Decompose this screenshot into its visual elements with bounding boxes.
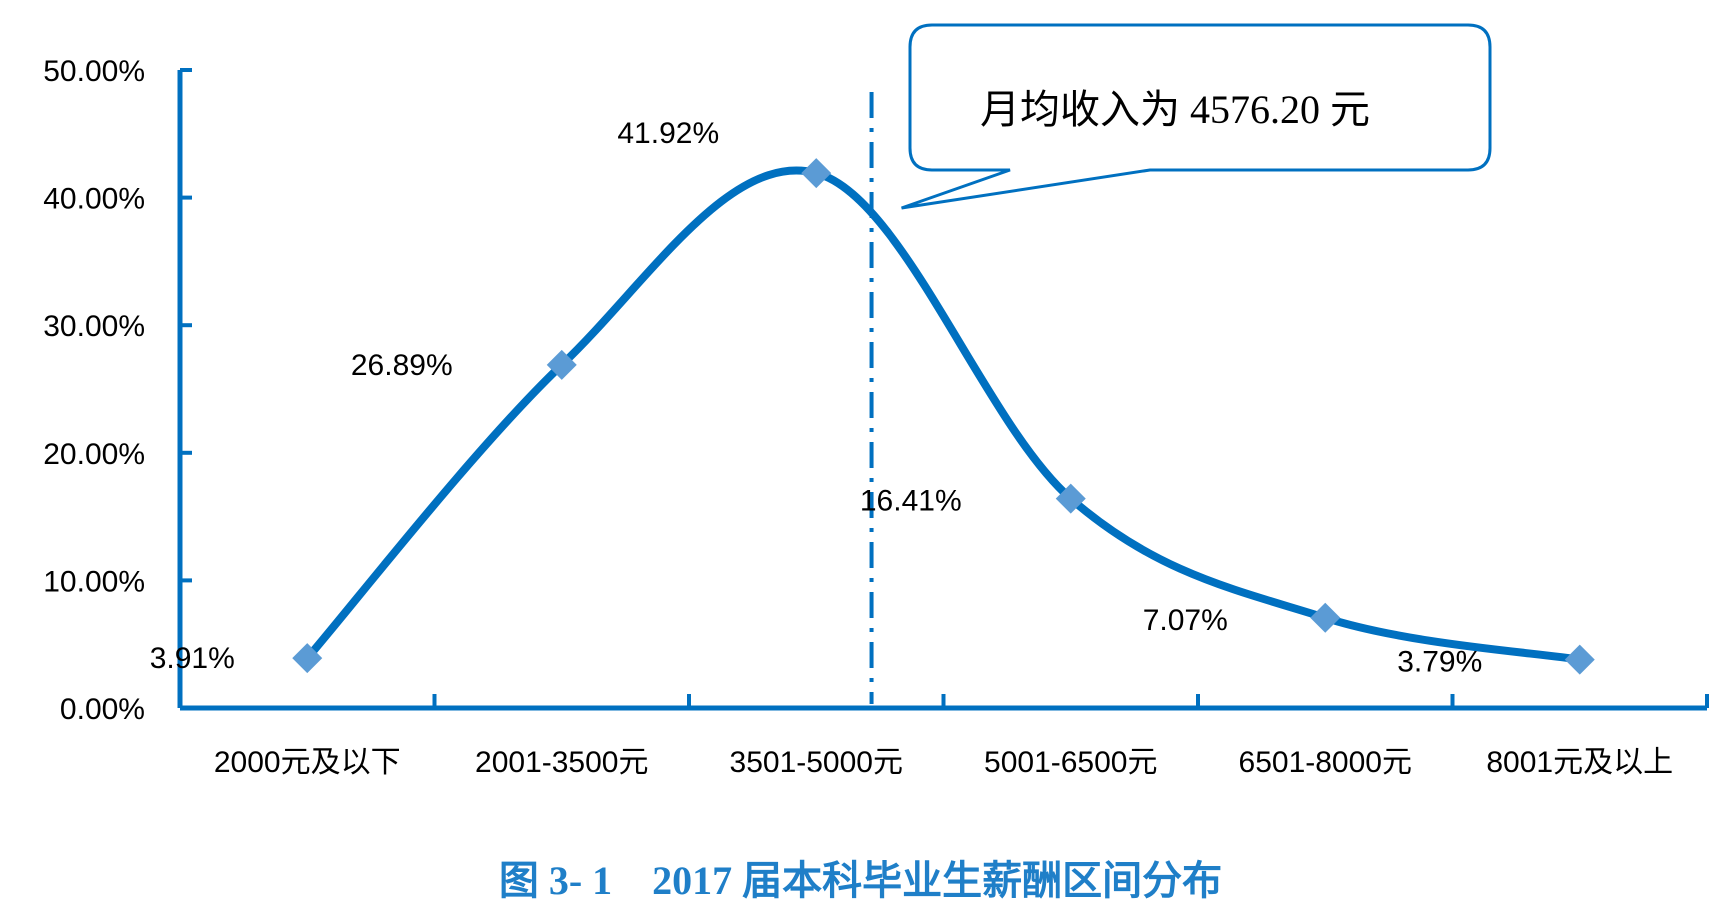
data-point-marker [546, 349, 577, 380]
y-tick-label: 30.00% [43, 310, 145, 343]
x-tick-label: 8001元及以上 [1486, 746, 1673, 779]
y-tick-label: 0.00% [60, 693, 145, 726]
callout-bubble [901, 23, 1492, 210]
mean-income-callout: 月均收入为 4576.20 元 [901, 23, 1492, 210]
data-points [292, 158, 1595, 675]
series-line [303, 166, 1584, 664]
y-tick-label: 50.00% [43, 55, 145, 88]
data-label: 16.41% [860, 485, 962, 518]
data-point-marker [1310, 602, 1341, 633]
x-tick-label: 2001-3500元 [475, 746, 648, 779]
data-label: 3.79% [1397, 646, 1482, 679]
x-tick-label: 3501-5000元 [730, 746, 903, 779]
data-label: 7.07% [1143, 604, 1228, 637]
y-axis-tick-labels: 0.00% 10.00% 20.00% 30.00% 40.00% 50.00% [43, 55, 145, 726]
data-label: 3.91% [150, 642, 235, 675]
chart-caption: 图 3- 1 2017 届本科毕业生薪酬区间分布 [498, 858, 1223, 903]
data-point-marker [1564, 644, 1595, 675]
data-point-marker [292, 643, 323, 674]
x-tick-label: 2000元及以下 [214, 746, 401, 779]
x-axis-tick-labels: 2000元及以下 2001-3500元 3501-5000元 5001-6500元 65… [214, 746, 1673, 779]
x-tick-label: 6501-8000元 [1239, 746, 1412, 779]
data-point-marker [1055, 483, 1086, 514]
data-labels: 3.91% 26.89% 41.92% 16.41% 7.07% 3.79% [150, 117, 1483, 679]
series-curve [303, 166, 1584, 664]
data-point-marker [801, 158, 832, 189]
callout-text: 月均收入为 4576.20 元 [980, 87, 1370, 132]
x-tick-label: 5001-6500元 [984, 746, 1157, 779]
data-label: 41.92% [617, 117, 719, 150]
y-tick-label: 20.00% [43, 438, 145, 471]
y-tick-label: 40.00% [43, 183, 145, 216]
chart-axes [177, 68, 1709, 711]
y-tick-label: 10.00% [43, 565, 145, 598]
data-label: 26.89% [351, 349, 453, 382]
